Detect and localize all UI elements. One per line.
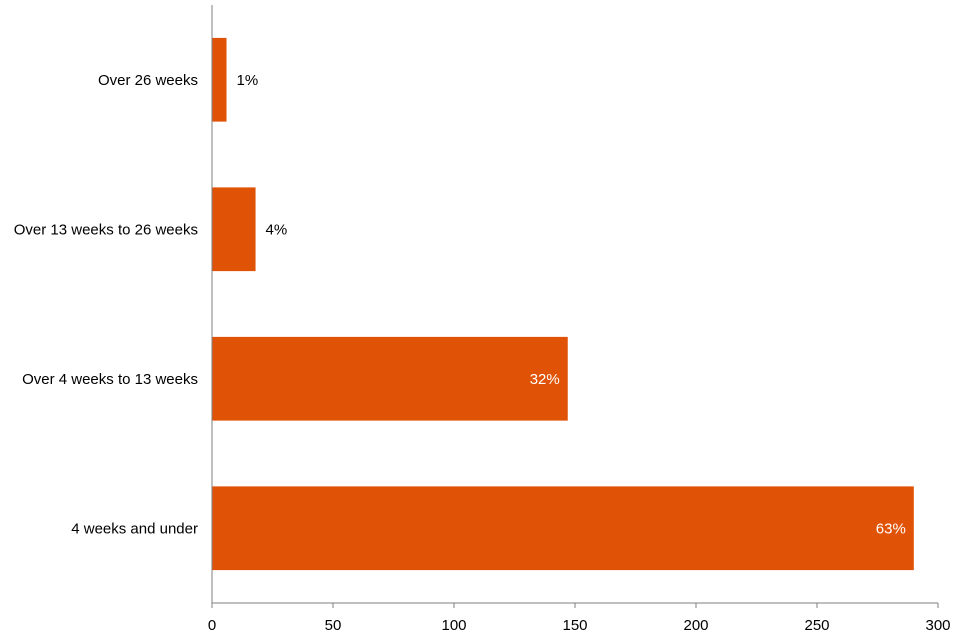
category-labels: Over 26 weeks Over 13 weeks to 26 weeks Ov… <box>14 72 198 538</box>
bar <box>212 37 227 122</box>
x-tick-label: 200 <box>683 617 708 634</box>
x-axis-ticks: 0 50 100 150 200 250 300 <box>208 603 951 634</box>
category-label: Over 13 weeks to 26 weeks <box>14 221 198 238</box>
category-label: Over 4 weeks to 13 weeks <box>22 371 198 388</box>
data-label: 1% <box>237 72 259 89</box>
data-label: 63% <box>876 520 906 537</box>
bars-group <box>212 37 914 571</box>
category-label: Over 26 weeks <box>98 72 198 89</box>
category-label: 4 weeks and under <box>71 520 198 537</box>
bar <box>212 336 568 421</box>
data-label: 32% <box>530 371 560 388</box>
x-tick-label: 150 <box>562 617 587 634</box>
bar <box>212 486 914 571</box>
x-tick-label: 300 <box>925 617 950 634</box>
data-labels: 1% 4% 32% 63% <box>237 72 906 538</box>
x-tick-label: 100 <box>441 617 466 634</box>
x-tick-label: 0 <box>208 617 216 634</box>
x-tick-label: 250 <box>804 617 829 634</box>
bar <box>212 187 256 272</box>
data-label: 4% <box>266 221 288 238</box>
x-tick-label: 50 <box>325 617 342 634</box>
